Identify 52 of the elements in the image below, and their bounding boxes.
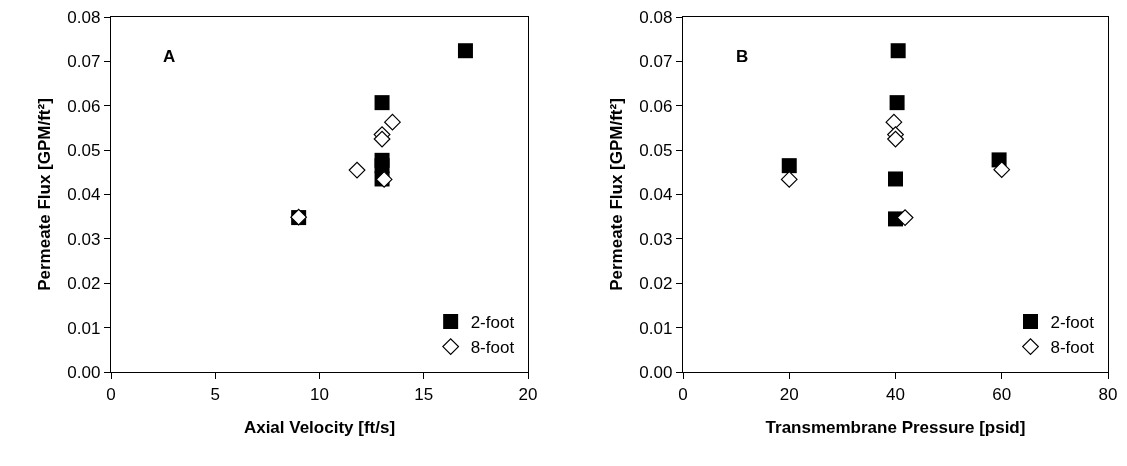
annotation: A [163,47,176,66]
y-tick-label: 0.05 [639,141,673,161]
y-tick-label: 0.04 [67,185,101,205]
y-tick-label: 0.01 [67,318,101,338]
legend-label: 2-foot [470,313,515,333]
x-tick-label: 0 [106,384,116,404]
x-tick-label: 15 [414,384,434,404]
legend-label: 2-foot [1050,313,1095,333]
y-tick-label: 0.01 [639,318,673,338]
y-tick-label: 0.03 [639,229,673,249]
y-tick-label: 0.05 [67,141,101,161]
point [887,130,904,148]
y-axis-title: Permeate Flux [GPM/ft²] [34,98,54,291]
point [896,209,914,226]
point [993,161,1011,179]
point [374,95,390,111]
x-tick-label: 40 [886,384,905,404]
point [888,171,903,187]
y-tick-label: 0.03 [67,229,101,249]
x-tick-label: 20 [779,384,799,404]
y-tick-label: 0.06 [639,96,673,116]
x-tick-label: 5 [210,384,220,404]
y-tick-label: 0.07 [639,52,673,72]
x-tick-label: 60 [992,384,1012,404]
y-tick-label: 0.00 [639,362,673,382]
y-tick-label: 0.07 [67,52,101,72]
point [890,43,906,59]
y-tick-label: 0.08 [639,7,673,27]
point [384,113,401,131]
point [781,158,797,174]
point [889,95,905,111]
x-tick-label: 0 [678,384,688,404]
x-tick-label: 10 [310,384,329,404]
point [780,171,798,188]
y-tick-label: 0.02 [639,274,673,294]
point [348,161,366,179]
y-tick-label: 0.04 [639,185,673,205]
point [885,113,903,131]
x-tick-label: 80 [1098,384,1118,404]
legend-label: 8-foot [470,338,515,358]
y-tick-label: 0.02 [67,274,101,294]
annotation: B [736,47,749,66]
y-tick-label: 0.00 [67,362,101,382]
x-axis-title: Transmembrane Pressure [psid] [765,417,1026,437]
point [373,130,391,148]
point [457,43,473,59]
x-tick-label: 20 [518,384,538,404]
legend-label: 8-foot [1050,338,1095,358]
y-tick-label: 0.06 [67,96,101,116]
y-tick-label: 0.08 [67,7,101,27]
y-axis-title: Permeate Flux [GPM/ft²] [606,98,626,291]
x-axis-title: Axial Velocity [ft/s] [243,417,396,437]
